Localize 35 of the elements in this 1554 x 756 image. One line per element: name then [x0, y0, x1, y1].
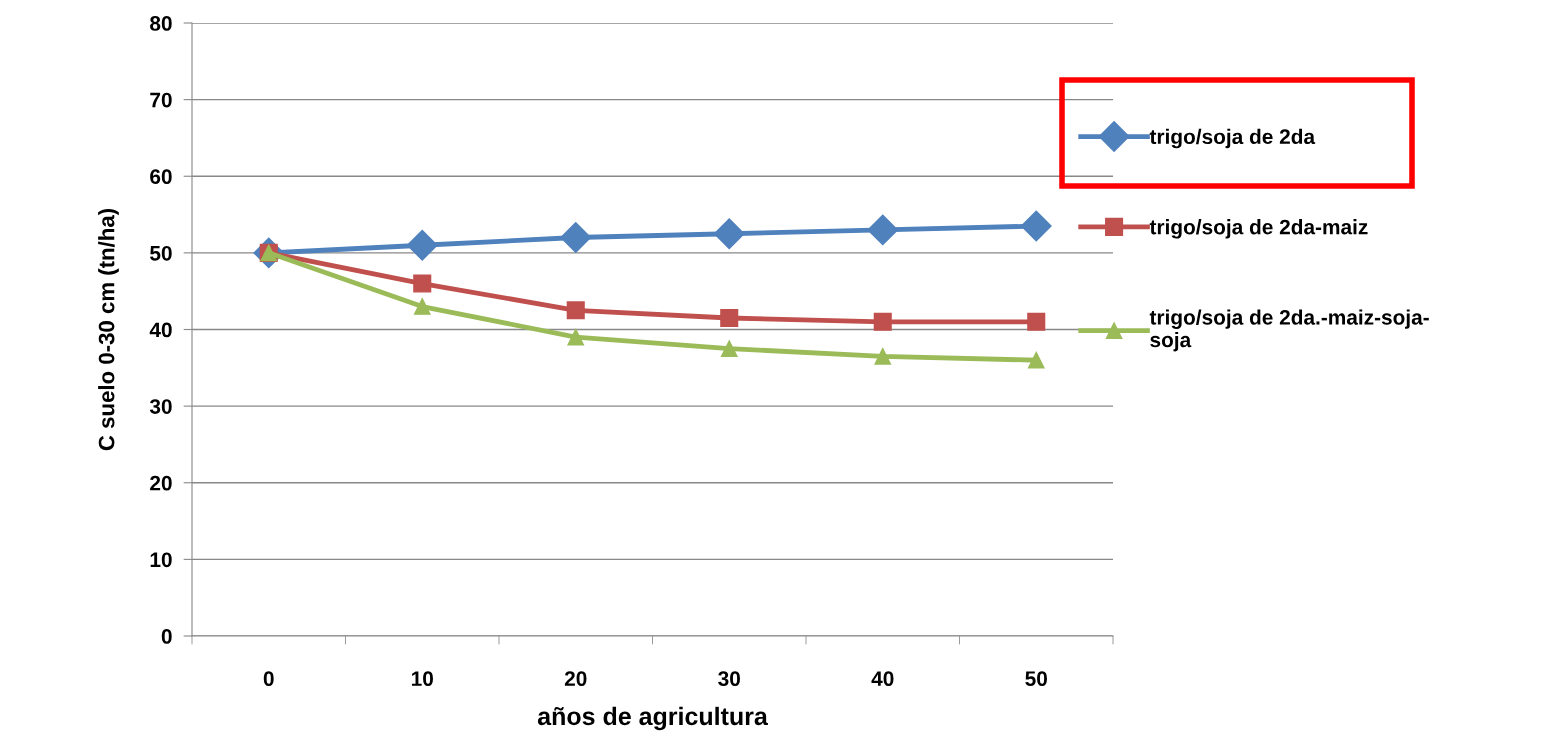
y-tick-label: 80	[150, 16, 172, 31]
point	[413, 274, 432, 293]
y-tick-label: 20	[150, 475, 172, 491]
point	[566, 301, 585, 320]
point	[720, 340, 738, 357]
y-axis-title: C suelo 0-30 cm (tn/ha)	[98, 208, 119, 451]
point	[720, 308, 739, 328]
point	[867, 214, 899, 246]
legend-label: trigo/soja de 2da	[1149, 128, 1316, 149]
x-tick-label: 0	[263, 671, 274, 687]
point	[560, 222, 592, 253]
x-tick-label: 30	[718, 671, 740, 687]
point	[1027, 312, 1046, 331]
x-tick-label: 50	[1025, 671, 1047, 687]
point	[406, 229, 438, 261]
point	[874, 347, 892, 365]
y-tick-label: 0	[161, 629, 172, 644]
point	[413, 298, 431, 315]
point	[567, 328, 585, 346]
point	[1020, 210, 1052, 242]
y-tick-label: 10	[150, 552, 172, 568]
x-tick-label: 20	[564, 671, 587, 687]
point	[713, 218, 745, 250]
y-tick-label: 30	[149, 399, 172, 414]
y-tick-label: 40	[149, 322, 172, 338]
legend-label: trigo/soja de 2da.-maiz-soja-soja	[1149, 309, 1429, 352]
x-tick-label: 40	[871, 671, 894, 687]
point	[1027, 351, 1045, 369]
y-tick-label: 50	[150, 245, 172, 261]
x-axis-title: años de agricultura	[537, 706, 768, 731]
point	[873, 312, 892, 331]
legend-label: trigo/soja de 2da-maiz	[1149, 219, 1368, 239]
y-tick-label: 60	[150, 169, 172, 184]
y-tick-label: 70	[150, 92, 172, 108]
x-tick-label: 10	[411, 671, 433, 687]
